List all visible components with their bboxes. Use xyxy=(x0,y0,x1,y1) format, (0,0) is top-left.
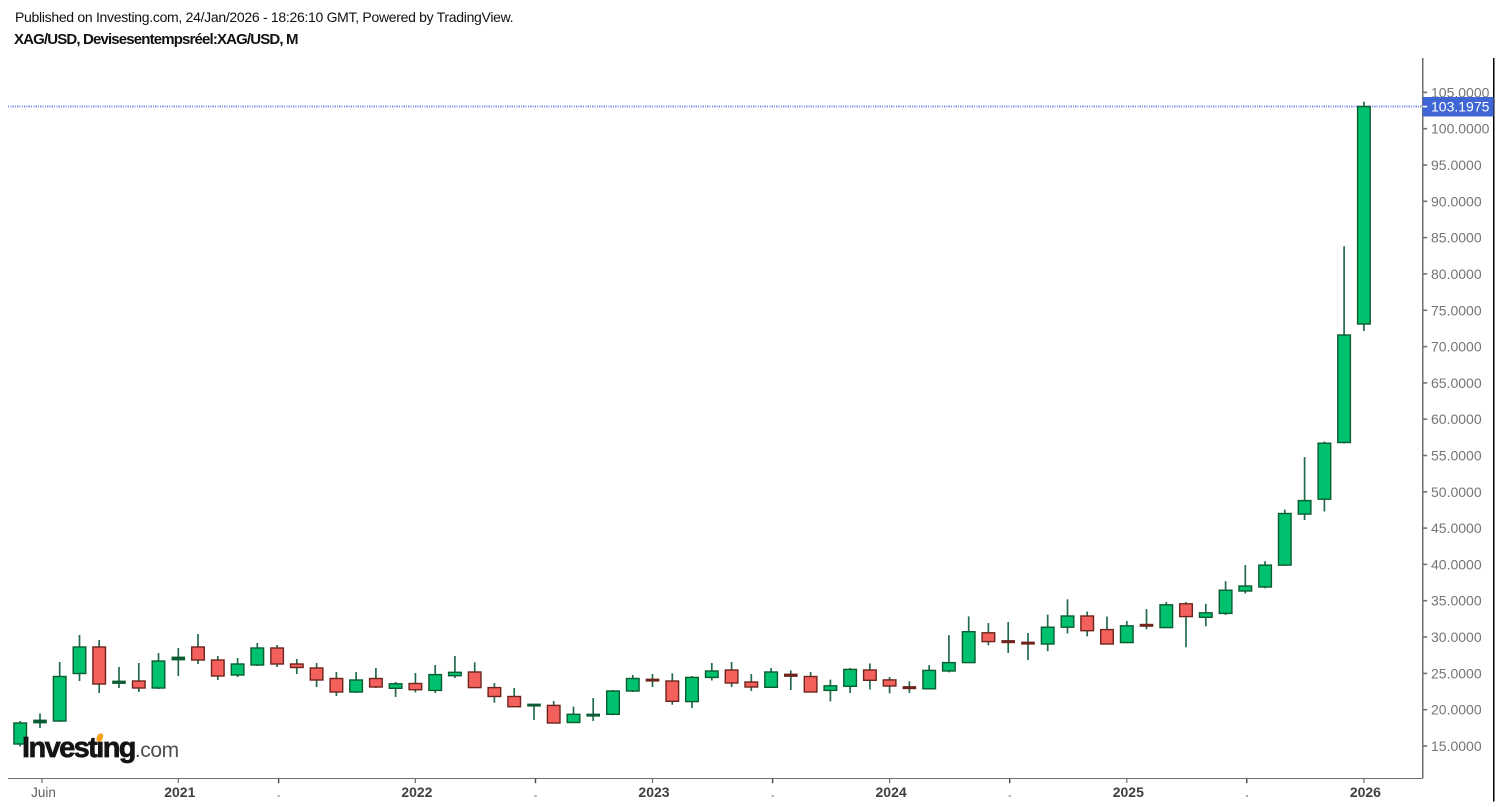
svg-text:105.0000: 105.0000 xyxy=(1431,84,1490,100)
svg-text:Juin: Juin xyxy=(31,785,56,800)
svg-text:2025: 2025 xyxy=(1113,784,1144,800)
svg-text:45.0000: 45.0000 xyxy=(1431,520,1482,536)
svg-text:25.0000: 25.0000 xyxy=(1431,665,1482,681)
svg-text:85.0000: 85.0000 xyxy=(1431,230,1482,246)
svg-text:2023: 2023 xyxy=(638,784,669,800)
svg-text:2024: 2024 xyxy=(876,784,907,800)
svg-text:65.0000: 65.0000 xyxy=(1431,375,1482,391)
svg-text:40.0000: 40.0000 xyxy=(1431,556,1482,572)
svg-text:30.0000: 30.0000 xyxy=(1431,629,1482,645)
svg-text:75.0000: 75.0000 xyxy=(1431,302,1482,318)
svg-text:103.1975: 103.1975 xyxy=(1431,99,1490,115)
svg-text:50.0000: 50.0000 xyxy=(1431,484,1482,500)
svg-text:70.0000: 70.0000 xyxy=(1431,339,1482,355)
svg-text:2022: 2022 xyxy=(401,784,432,800)
svg-text:90.0000: 90.0000 xyxy=(1431,193,1482,209)
svg-text:2021: 2021 xyxy=(164,784,195,800)
svg-text:60.0000: 60.0000 xyxy=(1431,411,1482,427)
svg-text:100.0000: 100.0000 xyxy=(1431,121,1490,137)
svg-text:35.0000: 35.0000 xyxy=(1431,593,1482,609)
svg-text:80.0000: 80.0000 xyxy=(1431,266,1482,282)
svg-text:20.0000: 20.0000 xyxy=(1431,702,1482,718)
svg-text:55.0000: 55.0000 xyxy=(1431,448,1482,464)
svg-text:15.0000: 15.0000 xyxy=(1431,738,1482,754)
svg-text:95.0000: 95.0000 xyxy=(1431,157,1482,173)
svg-text:2026: 2026 xyxy=(1350,784,1381,800)
